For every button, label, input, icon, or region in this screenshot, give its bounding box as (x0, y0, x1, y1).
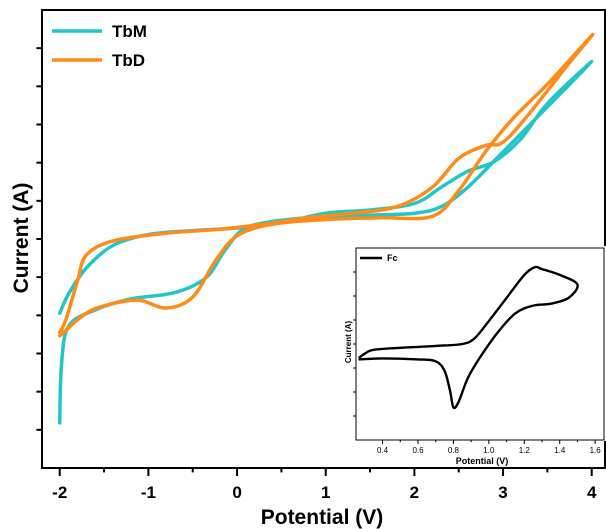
main-x-tick-label: -2 (52, 483, 67, 502)
inset-y-axis-label: Current (A) (344, 321, 353, 364)
main-x-tick-label: 1 (321, 483, 330, 502)
main-x-tick-label: 2 (410, 483, 419, 502)
inset-x-tick-label: 0.8 (448, 446, 460, 455)
main-x-tick-label: -1 (141, 483, 156, 502)
inset-chart: 0.4 0.6 0.8 1.0 1.2 1.4 1.6 Fc Potential (V) C… (344, 246, 606, 466)
inset-x-tick-label: 1.4 (554, 446, 566, 455)
main-chart: -2 -1 0 1 2 3 4 TbM TbD Potential (V) Current (… (10, 9, 606, 529)
inset-legend: Fc (360, 253, 398, 263)
inset-x-axis-label: Potential (V) (456, 456, 509, 466)
main-x-axis-label: Potential (V) (261, 506, 384, 529)
main-legend-label: TbM (112, 22, 147, 41)
main-x-tick-label: 4 (587, 483, 597, 502)
inset-x-tick-label: 1.6 (590, 446, 602, 455)
inset-x-tick-label: 0.4 (377, 446, 389, 455)
inset-x-tick-label: 1.0 (483, 446, 495, 455)
main-legend-label: TbD (112, 51, 145, 70)
inset-x-tick-label: 1.2 (519, 446, 531, 455)
main-legend: TbM TbD (52, 22, 147, 70)
inset-legend-label: Fc (387, 253, 398, 263)
main-x-tick-label: 0 (232, 483, 241, 502)
main-x-tick-label: 3 (498, 483, 507, 502)
inset-series-fc (358, 265, 579, 410)
main-y-axis-label: Current (A) (10, 183, 33, 294)
main-series-tbd (57, 32, 595, 338)
inset-x-tick-label: 0.6 (412, 446, 424, 455)
inset-background (354, 246, 606, 441)
